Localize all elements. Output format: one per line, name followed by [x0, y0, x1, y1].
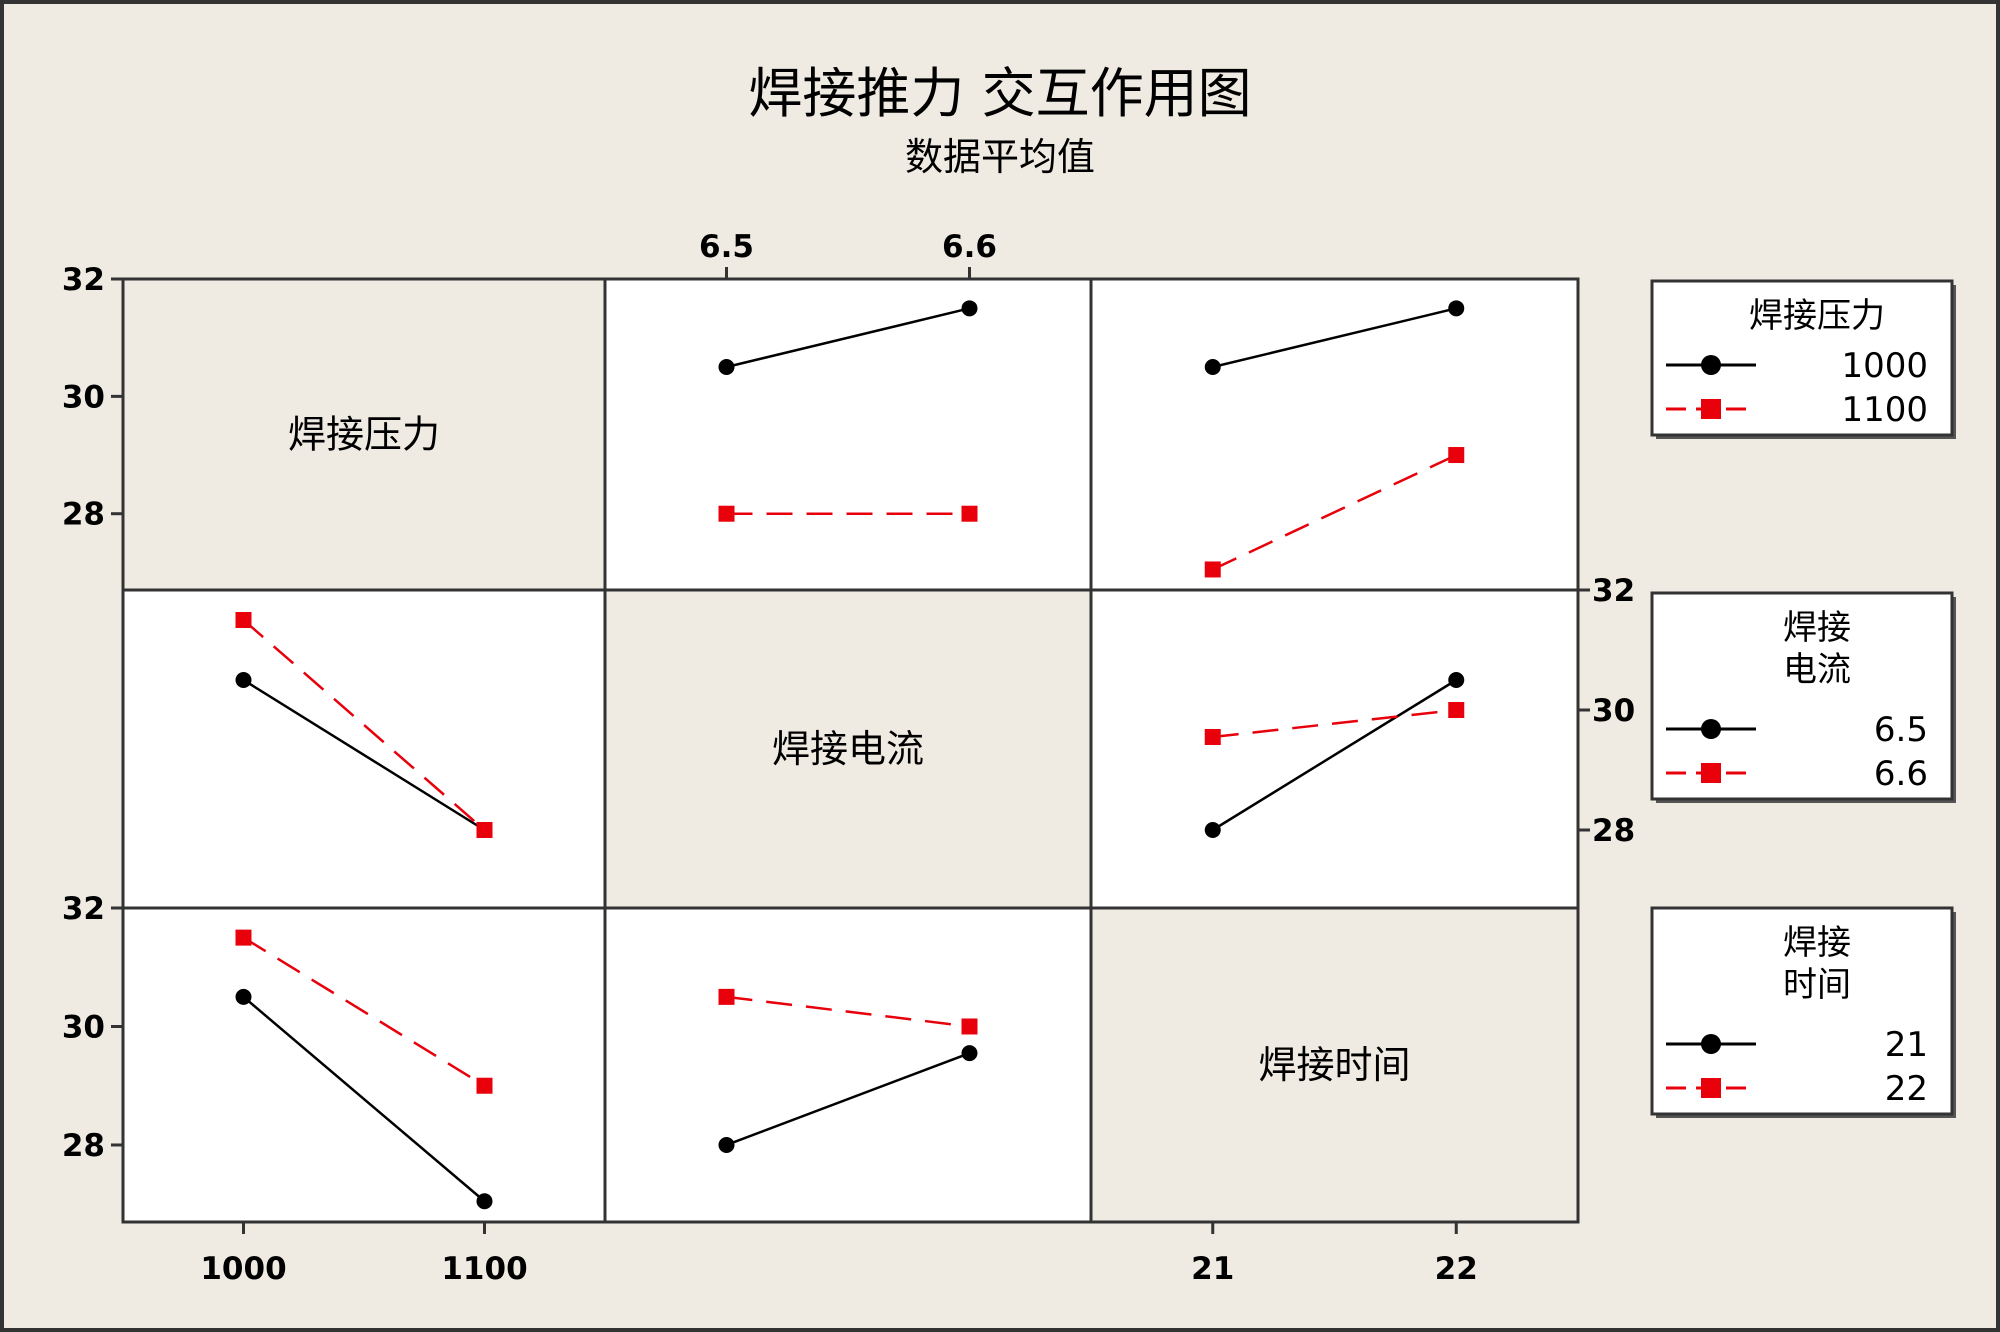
x-tick-label: 1000 [200, 1251, 286, 1287]
data-point [1204, 822, 1221, 838]
y-tick-label: 28 [1592, 813, 1635, 849]
data-point [961, 1045, 978, 1062]
data-point [718, 1136, 735, 1153]
legend-title: 电流 [1783, 650, 1851, 690]
y-tick-label: 28 [62, 497, 105, 533]
series-line [1212, 678, 1457, 832]
chart-subtitle: 数据平均值 [905, 135, 1095, 179]
series-line [726, 1051, 970, 1147]
series-line [726, 995, 970, 1028]
legend-marker [1701, 1078, 1721, 1098]
data-point [235, 612, 252, 628]
series-line [1212, 453, 1457, 571]
x-tick-label: 1100 [441, 1251, 527, 1287]
data-point [1448, 300, 1465, 317]
legend-entry: 1100 [1841, 390, 1928, 430]
legend-entry: 22 [1885, 1069, 1928, 1109]
legend-entry: 6.5 [1874, 710, 1928, 750]
legend-marker [1701, 719, 1721, 739]
series-line [242, 678, 486, 832]
data-point [476, 1193, 493, 1210]
legend-marker [1701, 355, 1721, 375]
y-tick-label: 32 [62, 891, 105, 927]
legend-box [1650, 906, 1954, 1116]
x-tick-label: 21 [1191, 1251, 1234, 1287]
series-line [242, 995, 486, 1203]
x-tick-label: 22 [1435, 1251, 1478, 1287]
data-point [1448, 672, 1465, 688]
panel-cell [1089, 588, 1580, 910]
series-line [242, 936, 486, 1087]
legend-entry: 6.6 [1874, 754, 1928, 794]
data-point [1204, 729, 1221, 745]
series-line [726, 307, 970, 369]
data-point [961, 505, 978, 522]
legend-marker [1701, 763, 1721, 783]
legend-marker [1701, 1034, 1721, 1054]
data-point [718, 359, 735, 376]
data-point [476, 822, 493, 838]
factor-label: 焊接电流 [772, 727, 924, 771]
data-point [1204, 561, 1221, 578]
chart-title: 焊接推力 交互作用图 [748, 62, 1251, 125]
legend-entry: 1000 [1841, 346, 1928, 386]
x-tick-label: 6.5 [699, 229, 754, 265]
data-point [235, 929, 252, 946]
data-point [235, 672, 252, 688]
series-line [1212, 307, 1457, 369]
y-tick-label: 32 [1592, 573, 1635, 609]
legend-title: 焊接压力 [1749, 296, 1885, 336]
data-point [1448, 447, 1465, 464]
panel-cell [603, 906, 1093, 1224]
factor-label: 焊接时间 [1258, 1043, 1410, 1087]
data-point [718, 505, 735, 522]
legend-title: 焊接 [1783, 608, 1851, 648]
y-tick-label: 28 [62, 1128, 105, 1164]
y-tick-label: 32 [62, 262, 105, 298]
legend-marker [1701, 399, 1721, 419]
y-tick-label: 30 [62, 1009, 105, 1045]
panel-cell [1089, 277, 1580, 592]
data-point [718, 988, 735, 1005]
y-tick-label: 30 [1592, 693, 1635, 729]
data-point [1448, 702, 1465, 718]
data-point [235, 988, 252, 1005]
factor-label: 焊接压力 [288, 413, 440, 457]
panel-cell [121, 906, 607, 1224]
data-point [961, 1018, 978, 1035]
panel-cell [603, 277, 1093, 592]
panel-cell [121, 588, 607, 910]
series-line [1212, 708, 1457, 739]
y-tick-label: 30 [62, 379, 105, 415]
legend-title: 时间 [1783, 965, 1851, 1005]
x-tick-label: 6.6 [942, 229, 997, 265]
data-point [476, 1077, 493, 1094]
legend-title: 焊接 [1783, 923, 1851, 963]
diagonal-cell [603, 588, 1093, 910]
data-point [961, 300, 978, 317]
data-point [1204, 359, 1221, 376]
diagonal-cell [121, 277, 607, 592]
diagonal-cell [1089, 906, 1580, 1224]
legend-entry: 21 [1885, 1025, 1928, 1065]
series-line [242, 619, 486, 831]
